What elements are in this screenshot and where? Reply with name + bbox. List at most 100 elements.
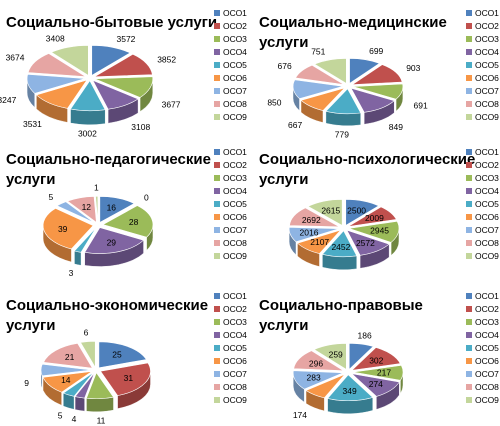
- pie-slice-tops: [292, 343, 404, 402]
- legend-label-ОСО6: ОСО6: [223, 356, 247, 366]
- pie-data-label-ОСО4: 849: [389, 122, 403, 132]
- legend-label-ОСО5: ОСО5: [475, 343, 499, 353]
- chart-title-line: Социально-педагогические: [6, 151, 211, 168]
- pie-slice-ОСО8: [293, 350, 345, 372]
- legend-swatch-ОСО8: [214, 240, 220, 246]
- pie-data-label-ОСО8: 21: [65, 352, 75, 362]
- legend-swatch-ОСО5: [466, 62, 472, 68]
- legend-label-ОСО9: ОСО9: [223, 112, 247, 122]
- legend-label-ОСО2: ОСО2: [475, 160, 499, 170]
- pie-data-label-ОСО3: 2945: [370, 226, 389, 236]
- legend-swatch-ОСО8: [214, 101, 220, 107]
- pie-data-label-ОСО3: 28: [129, 217, 139, 227]
- pie-data-label-ОСО1: 25: [112, 350, 122, 360]
- legend-swatch-ОСО2: [214, 306, 220, 312]
- pie-data-label-ОСО9: 1: [94, 182, 99, 192]
- pie-slice-tops: [26, 45, 154, 112]
- pie-data-label-ОСО3: 3677: [162, 99, 181, 109]
- pie-slice-ОСО7: [292, 370, 344, 390]
- legend-label-ОСО1: ОСО1: [475, 291, 499, 301]
- pie-slice-ОСО8: [66, 196, 97, 224]
- legend-label-ОСО2: ОСО2: [223, 304, 247, 314]
- pie-data-label-ОСО7: 5: [48, 192, 53, 202]
- pie-slice-ОСО2: [348, 206, 397, 227]
- legend-label-ОСО4: ОСО4: [223, 47, 247, 57]
- legend-label-ОСО9: ОСО9: [475, 395, 499, 405]
- pie-slice-ОСО4: [350, 87, 395, 113]
- legend-label-ОСО4: ОСО4: [223, 330, 247, 340]
- legend-swatch-ОСО6: [214, 358, 220, 364]
- pie-slice-ОСО2: [351, 64, 403, 85]
- chart-title-line: Социально-экономические: [6, 297, 208, 314]
- pie-slice-ОСО6: [305, 373, 346, 399]
- pie-chart-5: Социально-экономические услуги 25 31 11 45 14 9…: [6, 291, 247, 426]
- legend-swatch-ОСО7: [466, 371, 472, 377]
- pie-slice-ОСО6: [296, 229, 342, 254]
- pie-slice-ОСО6: [35, 79, 88, 109]
- legend-swatch-ОСО4: [214, 332, 220, 338]
- legend-label-ОСО1: ОСО1: [475, 8, 499, 18]
- legend-swatch-ОСО7: [214, 227, 220, 233]
- chart-legend: ОСО1 ОСО2 ОСО3 ОСО4 ОСО5 ОСО6 ОСО7 ОСО8 ОСО9: [466, 147, 499, 261]
- pie-data-label-ОСО5: 349: [343, 386, 357, 396]
- pie-slice-ОСО7: [288, 227, 340, 243]
- pie-data-label-ОСО7: 9: [24, 378, 29, 388]
- chart-legend: ОСО1 ОСО2 ОСО3 ОСО4 ОСО5 ОСО6 ОСО7 ОСО8 ОСО9: [214, 147, 247, 261]
- pie-slice-ОСО5: [62, 372, 94, 397]
- pie-data-label-ОСО2: 3852: [157, 55, 176, 65]
- legend-swatch-ОСО4: [214, 188, 220, 194]
- chart-title-line: Социально-медицинские: [259, 14, 447, 31]
- pie-slice-ОСО8: [27, 53, 86, 77]
- legend-label-ОСО9: ОСО9: [475, 112, 499, 122]
- pie-slice-side-ОСО4: [74, 396, 85, 412]
- chart-title-line: услуги: [259, 317, 308, 334]
- legend-label-ОСО8: ОСО8: [223, 382, 247, 392]
- pie-data-label-ОСО2: 2009: [365, 213, 384, 223]
- legend-swatch-ОСО6: [466, 214, 472, 220]
- pie-chart-6: Социально-правовыеуслуги1863022172743491…: [259, 291, 499, 420]
- legend-label-ОСО6: ОСО6: [223, 73, 247, 83]
- legend-swatch-ОСО9: [466, 397, 472, 403]
- pie-slice-ОСО4: [92, 79, 139, 110]
- legend-swatch-ОСО9: [214, 114, 220, 120]
- pie-data-label-ОСО8: 296: [309, 358, 323, 368]
- pie-slice-ОСО1: [91, 45, 131, 76]
- pie-data-label-ОСО8: 12: [82, 202, 92, 212]
- pie-slice-ОСО4: [74, 372, 95, 399]
- chart-legend: ОСО1 ОСО2 ОСО3 ОСО4 ОСО5 ОСО6 ОСО7 ОСО8 ОСО9: [466, 8, 499, 122]
- pie-data-label-ОСО6: 3531: [23, 119, 42, 129]
- legend-swatch-ОСО3: [214, 319, 220, 325]
- pie-data-label-ОСО1: 699: [369, 46, 383, 56]
- legend-label-ОСО1: ОСО1: [223, 147, 247, 157]
- pie-chart-4: Социально-психологическиеуслуги250020092…: [259, 147, 499, 270]
- legend-label-ОСО2: ОСО2: [223, 21, 247, 31]
- pie-slice-tops: [42, 195, 154, 254]
- pie-data-labels: 16 0 28 29 3 39 5 121: [48, 182, 149, 278]
- pie-slice-ОСО1: [99, 196, 135, 223]
- legend-label-ОСО6: ОСО6: [475, 73, 499, 83]
- pie-slice-ОСО9: [95, 195, 99, 223]
- pie-data-label-ОСО2: 31: [124, 373, 134, 383]
- legend-swatch-ОСО6: [466, 75, 472, 81]
- pie-data-label-ОСО5: 2452: [331, 242, 350, 252]
- pie-slice-ОСО9: [313, 58, 347, 84]
- legend-label-ОСО6: ОСО6: [475, 356, 499, 366]
- pie-slice-ОСО4: [84, 227, 145, 254]
- legend-label-ОСО2: ОСО2: [475, 21, 499, 31]
- legend-swatch-ОСО1: [466, 293, 472, 299]
- legend-swatch-ОСО5: [466, 345, 472, 351]
- legend-swatch-ОСО3: [214, 36, 220, 42]
- legend-swatch-ОСО3: [466, 36, 472, 42]
- legend-swatch-ОСО4: [214, 49, 220, 55]
- pie-data-labels: 699 903 691 849 779 667 850 676 751: [267, 46, 428, 140]
- pie-data-label-ОСО2: 0: [144, 193, 149, 203]
- pie-data-label-ОСО7: 2016: [300, 228, 319, 238]
- legend-swatch-ОСО2: [214, 23, 220, 29]
- pie-side-walls: [293, 372, 404, 414]
- legend-label-ОСО4: ОСО4: [475, 330, 499, 340]
- pie-slice-ОСО3: [352, 365, 404, 381]
- legend-swatch-ОСО3: [466, 319, 472, 325]
